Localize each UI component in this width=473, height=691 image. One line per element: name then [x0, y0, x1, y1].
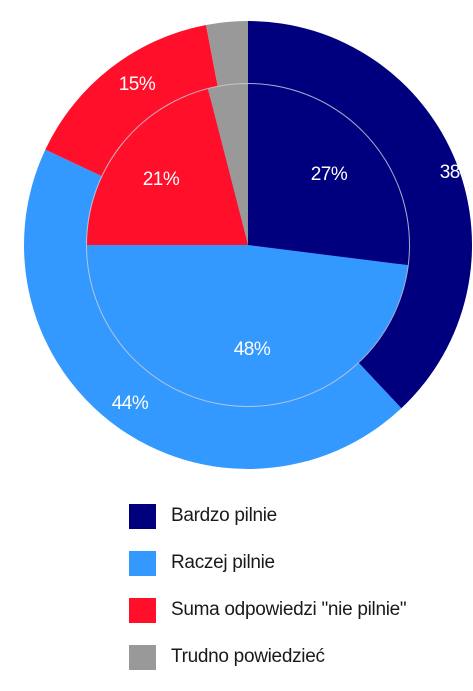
inner-slice-trudno-powiedziec — [207, 84, 248, 245]
legend-label-raczej-pilnie: Raczej pilnie — [171, 552, 275, 573]
legend-label-bardzo-pilnie: Bardzo pilnie — [171, 505, 277, 526]
legend-swatch-raczej-pilnie — [129, 550, 156, 576]
inner-slice-raczej-pilnie — [87, 245, 408, 406]
legend-item-raczej-pilnie: Raczej pilnie — [129, 550, 406, 576]
outer-label-nie-pilnie: 15% — [119, 74, 156, 95]
inner-ring — [87, 84, 409, 406]
legend-swatch-trudno-powiedziec — [129, 644, 156, 670]
inner-slice-nie-pilnie — [87, 89, 248, 245]
legend-label-trudno-powiedziec: Trudno powiedzieć — [171, 646, 325, 667]
legend-item-trudno-powiedziec: Trudno powiedzieć — [129, 644, 406, 670]
legend-swatch-nie-pilnie — [129, 597, 156, 623]
legend-swatch-bardzo-pilnie — [129, 503, 156, 529]
legend-item-nie-pilnie: Suma odpowiedzi "nie pilnie" — [129, 597, 407, 623]
inner-label-bardzo-pilnie: 27% — [311, 164, 348, 185]
pie-chart: 38% 44% 15% 27% 48% 21% — [24, 21, 473, 469]
inner-label-nie-pilnie: 21% — [143, 169, 180, 190]
legend-label-nie-pilnie: Suma odpowiedzi "nie pilnie" — [171, 599, 407, 620]
outer-label-bardzo-pilnie: 38% — [440, 162, 473, 183]
slice-labels: 38% 44% 15% 27% 48% 21% — [112, 74, 473, 414]
legend-item-bardzo-pilnie: Bardzo pilnie — [129, 503, 406, 529]
inner-label-raczej-pilnie: 48% — [234, 339, 271, 360]
legend: Bardzo pilnie Raczej pilnie Suma odpowie… — [129, 503, 407, 691]
outer-label-raczej-pilnie: 44% — [112, 393, 149, 414]
inner-slice-bardzo-pilnie — [248, 84, 409, 266]
